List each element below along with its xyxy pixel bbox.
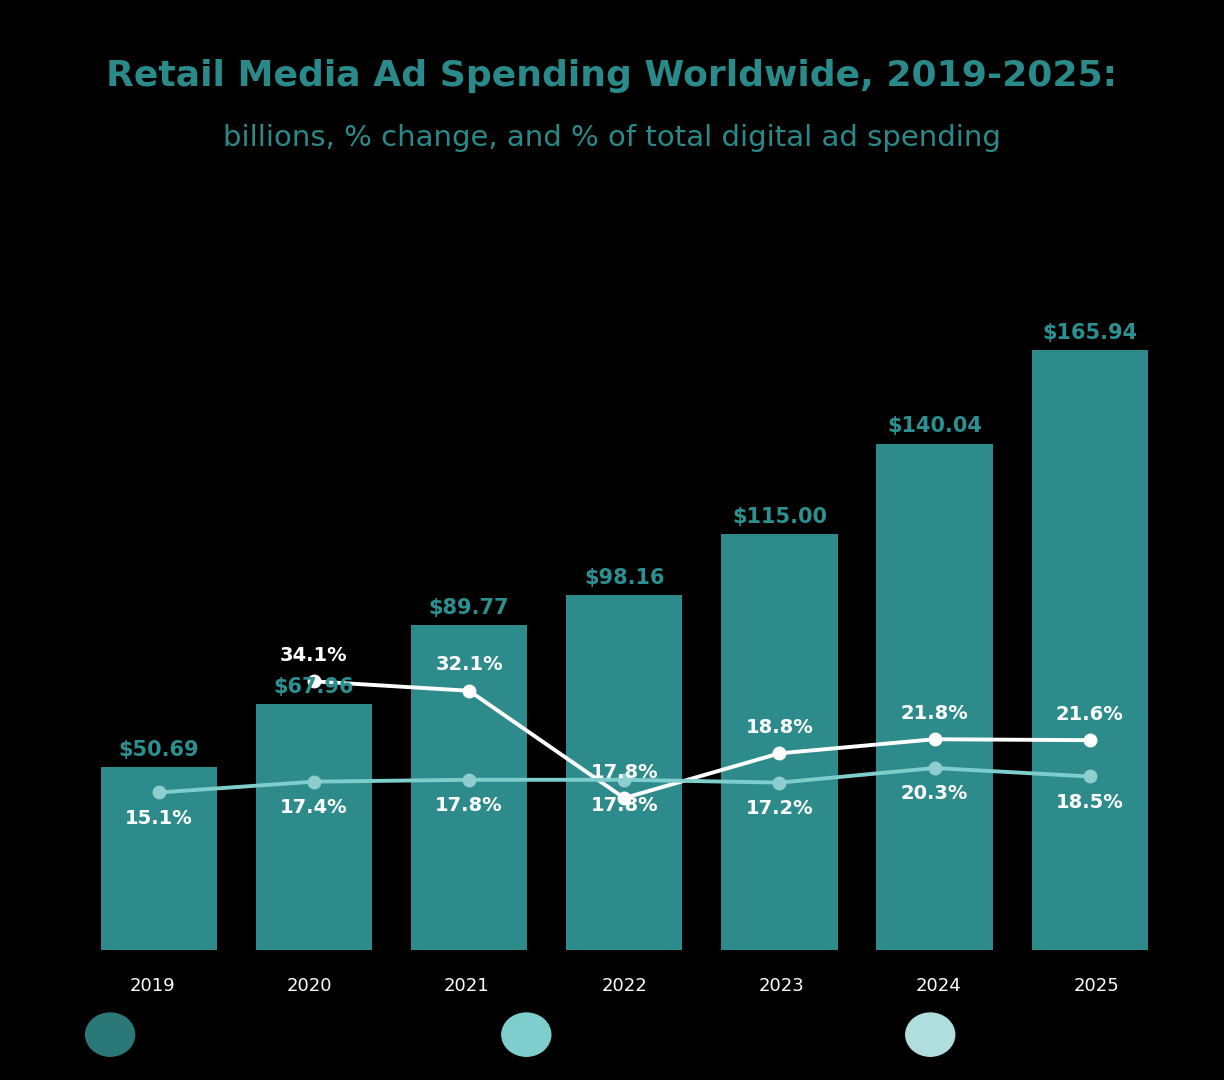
Text: $98.16: $98.16 <box>584 568 665 588</box>
Text: 2024: 2024 <box>916 977 962 996</box>
Bar <box>876 444 993 950</box>
Text: 2023: 2023 <box>759 977 804 996</box>
Bar <box>256 704 372 950</box>
Bar <box>565 595 683 950</box>
Bar <box>100 767 217 950</box>
Text: 17.2%: 17.2% <box>745 799 813 818</box>
Text: $89.77: $89.77 <box>428 598 509 618</box>
Bar <box>411 625 528 950</box>
Text: 18.5%: 18.5% <box>1056 793 1124 812</box>
Text: 2019: 2019 <box>130 977 175 996</box>
Text: 17.4%: 17.4% <box>280 798 348 816</box>
Text: 15.1%: 15.1% <box>125 809 192 827</box>
Text: billions, % change, and % of total digital ad spending: billions, % change, and % of total digit… <box>223 124 1001 152</box>
Text: 17.8%: 17.8% <box>436 796 503 815</box>
Text: $165.94: $165.94 <box>1042 323 1137 342</box>
Text: $115.00: $115.00 <box>732 507 827 527</box>
Text: $50.69: $50.69 <box>119 740 200 759</box>
Text: 34.1%: 34.1% <box>280 646 348 665</box>
Text: $140.04: $140.04 <box>887 416 982 436</box>
Text: 20.3%: 20.3% <box>901 784 968 804</box>
Text: 2022: 2022 <box>601 977 647 996</box>
Text: 2025: 2025 <box>1073 977 1119 996</box>
Text: 18.8%: 18.8% <box>745 718 813 737</box>
Bar <box>721 535 837 950</box>
Text: 2021: 2021 <box>444 977 490 996</box>
Text: 17.8%: 17.8% <box>590 796 659 815</box>
Text: 32.1%: 32.1% <box>436 656 503 675</box>
Text: $67.96: $67.96 <box>274 677 354 698</box>
Text: 21.8%: 21.8% <box>901 704 968 723</box>
Text: Retail Media Ad Spending Worldwide, 2019-2025:: Retail Media Ad Spending Worldwide, 2019… <box>106 59 1118 93</box>
Text: 17.8%: 17.8% <box>590 762 659 782</box>
Text: 2020: 2020 <box>286 977 332 996</box>
Bar <box>1032 350 1148 950</box>
Text: 21.6%: 21.6% <box>1056 705 1124 724</box>
